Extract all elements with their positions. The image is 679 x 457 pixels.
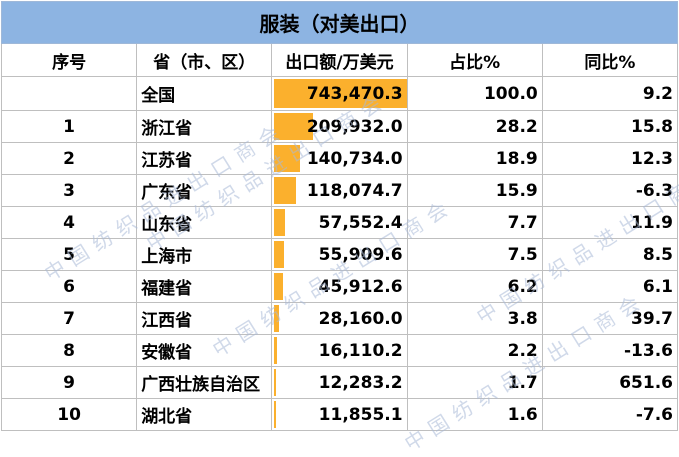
cell-rank[interactable]: 9 [0, 366, 138, 399]
cell-rank[interactable] [0, 76, 138, 111]
cell-yoy[interactable]: -13.6 [541, 334, 679, 367]
value-text: 12,283.2 [318, 372, 403, 393]
cell-rank[interactable]: 3 [0, 174, 138, 207]
data-bar [274, 273, 284, 300]
export-table: 服装（对美出口） 序号 省（市、区） 出口额/万美元 占比% 同比% 全国 743… [0, 1, 679, 431]
title-row: 服装（对美出口） [1, 1, 678, 44]
table-title[interactable]: 服装（对美出口） [1, 1, 678, 44]
cell-value[interactable]: 11,855.1 [271, 398, 408, 431]
cell-share[interactable]: 15.9 [406, 174, 543, 207]
cell-value[interactable]: 209,932.0 [271, 110, 408, 143]
table-row: 7 江西省 28,160.0 3.8 39.7 [0, 302, 679, 335]
header-share[interactable]: 占比% [406, 43, 543, 77]
total-row: 全国 743,470.3 100.0 9.2 [0, 76, 679, 111]
cell-share[interactable]: 1.6 [406, 398, 543, 431]
cell-region[interactable]: 山东省 [136, 206, 273, 239]
cell-yoy[interactable]: 11.9 [541, 206, 679, 239]
cell-share[interactable]: 2.2 [406, 334, 543, 367]
cell-yoy[interactable]: 12.3 [541, 142, 679, 175]
cell-yoy[interactable]: 6.1 [541, 270, 679, 303]
cell-value[interactable]: 140,734.0 [271, 142, 408, 175]
value-text: 209,932.0 [306, 116, 403, 137]
data-bar [274, 241, 285, 268]
table-row: 2 江苏省 140,734.0 18.9 12.3 [0, 142, 679, 175]
cell-value[interactable]: 45,912.6 [271, 270, 408, 303]
value-text: 16,110.2 [318, 340, 403, 361]
cell-yoy[interactable]: 39.7 [541, 302, 679, 335]
cell-region[interactable]: 广东省 [136, 174, 273, 207]
data-bar [274, 79, 407, 108]
cell-rank[interactable]: 10 [0, 398, 138, 431]
cell-value[interactable]: 55,909.6 [271, 238, 408, 271]
cell-rank[interactable]: 4 [0, 206, 138, 239]
cell-share[interactable]: 7.5 [406, 238, 543, 271]
value-text: 55,909.6 [318, 244, 403, 265]
cell-value[interactable]: 16,110.2 [271, 334, 408, 367]
value-text: 45,912.6 [318, 276, 403, 297]
header-rank[interactable]: 序号 [0, 43, 138, 77]
cell-share[interactable]: 18.9 [406, 142, 543, 175]
cell-region[interactable]: 江西省 [136, 302, 273, 335]
value-text: 28,160.0 [318, 308, 403, 329]
cell-rank[interactable]: 7 [0, 302, 138, 335]
table-row: 3 广东省 118,074.7 15.9 -6.3 [0, 174, 679, 207]
header-yoy[interactable]: 同比% [541, 43, 679, 77]
cell-region[interactable]: 上海市 [136, 238, 273, 271]
value-text: 57,552.4 [318, 212, 403, 233]
table-row: 8 安徽省 16,110.2 2.2 -13.6 [0, 334, 679, 367]
cell-region[interactable]: 安徽省 [136, 334, 273, 367]
cell-yoy[interactable]: 8.5 [541, 238, 679, 271]
data-bar [274, 209, 286, 236]
cell-rank[interactable]: 5 [0, 238, 138, 271]
value-text: 140,734.0 [306, 148, 403, 169]
cell-share[interactable]: 28.2 [406, 110, 543, 143]
cell-value[interactable]: 743,470.3 [271, 76, 408, 111]
cell-region[interactable]: 广西壮族自治区 [136, 366, 273, 399]
cell-share[interactable]: 6.2 [406, 270, 543, 303]
data-bar [274, 369, 277, 396]
cell-share[interactable]: 1.7 [406, 366, 543, 399]
table-row: 5 上海市 55,909.6 7.5 8.5 [0, 238, 679, 271]
table-row: 9 广西壮族自治区 12,283.2 1.7 651.6 [0, 366, 679, 399]
cell-share[interactable]: 7.7 [406, 206, 543, 239]
header-region[interactable]: 省（市、区） [136, 43, 273, 77]
cell-value[interactable]: 57,552.4 [271, 206, 408, 239]
cell-yoy[interactable]: 15.8 [541, 110, 679, 143]
data-bar [274, 337, 278, 364]
cell-yoy[interactable]: -6.3 [541, 174, 679, 207]
cell-value[interactable]: 12,283.2 [271, 366, 408, 399]
cell-rank[interactable]: 1 [0, 110, 138, 143]
table-row: 6 福建省 45,912.6 6.2 6.1 [0, 270, 679, 303]
data-bar [274, 305, 280, 332]
header-row: 序号 省（市、区） 出口额/万美元 占比% 同比% [0, 43, 679, 77]
data-bar [274, 177, 297, 204]
cell-region[interactable]: 福建省 [136, 270, 273, 303]
cell-yoy[interactable]: 651.6 [541, 366, 679, 399]
cell-region[interactable]: 浙江省 [136, 110, 273, 143]
cell-share[interactable]: 3.8 [406, 302, 543, 335]
table-row: 1 浙江省 209,932.0 28.2 15.8 [0, 110, 679, 143]
cell-value[interactable]: 118,074.7 [271, 174, 408, 207]
cell-yoy[interactable]: 9.2 [541, 76, 679, 111]
cell-share[interactable]: 100.0 [406, 76, 543, 111]
cell-value[interactable]: 28,160.0 [271, 302, 408, 335]
cell-yoy[interactable]: -7.6 [541, 398, 679, 431]
cell-rank[interactable]: 8 [0, 334, 138, 367]
value-text: 118,074.7 [306, 180, 403, 201]
table-row: 4 山东省 57,552.4 7.7 11.9 [0, 206, 679, 239]
cell-rank[interactable]: 2 [0, 142, 138, 175]
cell-region[interactable]: 江苏省 [136, 142, 273, 175]
cell-rank[interactable]: 6 [0, 270, 138, 303]
cell-region[interactable]: 湖北省 [136, 398, 273, 431]
data-bar [274, 113, 314, 140]
value-text: 743,470.3 [306, 83, 403, 104]
header-value[interactable]: 出口额/万美元 [271, 43, 408, 77]
data-bar [274, 145, 301, 172]
data-bar [274, 401, 277, 428]
value-text: 11,855.1 [318, 404, 403, 425]
cell-region[interactable]: 全国 [136, 76, 273, 111]
table-row: 10 湖北省 11,855.1 1.6 -7.6 [0, 398, 679, 431]
